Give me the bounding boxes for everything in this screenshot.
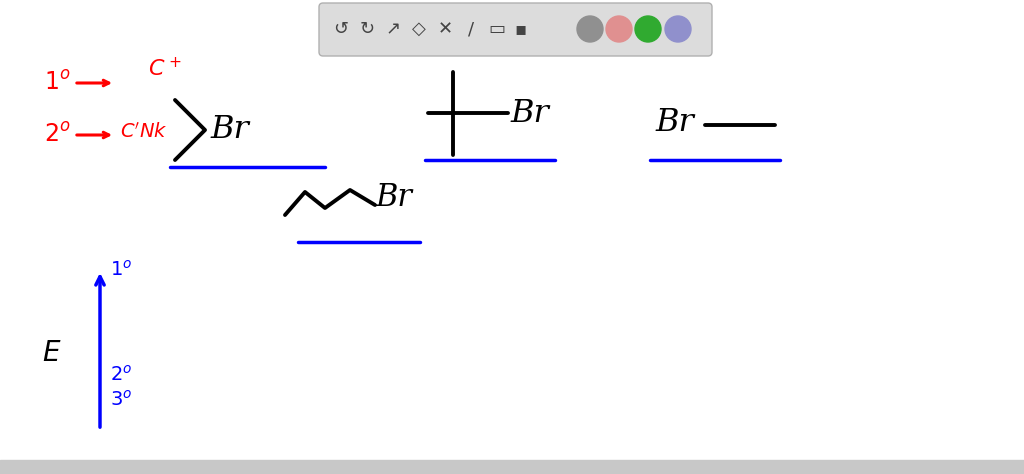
Text: ↻: ↻ xyxy=(359,20,375,38)
Text: $2^o$: $2^o$ xyxy=(110,365,132,385)
Text: ▭: ▭ xyxy=(488,20,506,38)
Text: Br: Br xyxy=(510,98,549,128)
Text: E: E xyxy=(42,339,59,367)
FancyBboxPatch shape xyxy=(319,3,712,56)
Text: $C'Nk$: $C'Nk$ xyxy=(120,122,168,142)
Text: ◇: ◇ xyxy=(412,20,426,38)
Text: $2^o$: $2^o$ xyxy=(44,123,71,147)
Text: $3^o$: $3^o$ xyxy=(110,390,132,410)
Circle shape xyxy=(635,16,662,42)
Text: $C^+$: $C^+$ xyxy=(148,56,181,80)
Circle shape xyxy=(665,16,691,42)
Text: ✕: ✕ xyxy=(437,20,453,38)
Text: /: / xyxy=(468,20,474,38)
Text: $1^o$: $1^o$ xyxy=(44,71,71,95)
Text: ↗: ↗ xyxy=(385,20,400,38)
Text: ▪: ▪ xyxy=(515,20,527,38)
Text: Br: Br xyxy=(655,107,693,137)
Circle shape xyxy=(577,16,603,42)
Text: Br: Br xyxy=(210,115,249,146)
Text: $1^o$: $1^o$ xyxy=(110,260,132,280)
Text: Br: Br xyxy=(375,182,412,212)
Bar xyxy=(0,460,1024,474)
Text: ↺: ↺ xyxy=(334,20,348,38)
Circle shape xyxy=(606,16,632,42)
